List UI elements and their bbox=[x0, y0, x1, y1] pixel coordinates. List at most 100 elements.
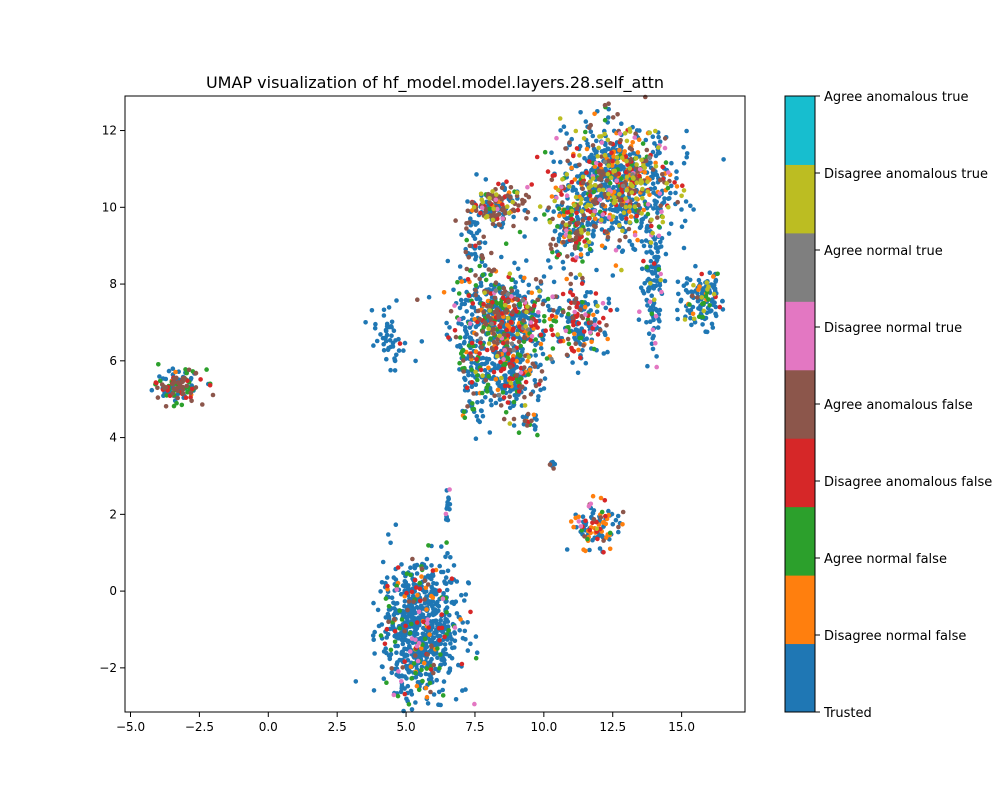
scatter-point bbox=[589, 152, 594, 158]
scatter-point bbox=[573, 275, 579, 281]
scatter-point bbox=[710, 325, 716, 330]
scatter-point bbox=[633, 156, 639, 161]
scatter-point bbox=[688, 307, 694, 313]
scatter-point bbox=[462, 598, 467, 603]
scatter-point bbox=[390, 624, 396, 630]
scatter-point bbox=[436, 608, 441, 614]
scatter-point bbox=[587, 246, 593, 252]
scatter-point bbox=[655, 210, 660, 216]
scatter-point bbox=[626, 226, 632, 232]
scatter-point bbox=[588, 290, 593, 295]
scatter-point bbox=[599, 243, 605, 249]
scatter-point bbox=[425, 617, 431, 622]
scatter-point bbox=[462, 415, 468, 421]
scatter-point bbox=[489, 321, 494, 327]
scatter-point bbox=[500, 216, 506, 221]
scatter-point bbox=[647, 130, 652, 136]
scatter-point bbox=[493, 197, 499, 203]
scatter-point bbox=[173, 369, 178, 375]
scatter-point bbox=[529, 182, 534, 187]
scatter-point bbox=[516, 203, 521, 208]
scatter-point bbox=[478, 367, 484, 373]
scatter-point bbox=[676, 291, 681, 297]
scatter-point bbox=[565, 319, 571, 325]
scatter-point bbox=[525, 358, 530, 364]
scatter-point bbox=[502, 348, 508, 353]
scatter-point bbox=[468, 354, 474, 359]
scatter-point bbox=[567, 234, 572, 239]
colorbar-segment bbox=[785, 506, 815, 576]
scatter-point bbox=[384, 626, 390, 632]
scatter-point bbox=[522, 275, 527, 281]
x-tick-label: 10.0 bbox=[530, 720, 557, 734]
scatter-point bbox=[153, 380, 159, 385]
scatter-point bbox=[598, 183, 603, 188]
scatter-point bbox=[682, 317, 688, 322]
scatter-point bbox=[568, 271, 574, 277]
scatter-point bbox=[650, 134, 656, 139]
scatter-point bbox=[549, 327, 554, 333]
scatter-point bbox=[667, 196, 672, 201]
scatter-point bbox=[644, 264, 649, 270]
scatter-point bbox=[487, 200, 492, 205]
scatter-point bbox=[403, 623, 408, 629]
scatter-point bbox=[540, 351, 546, 357]
scatter-point bbox=[631, 150, 636, 156]
scatter-point bbox=[538, 279, 544, 284]
scatter-point bbox=[457, 360, 462, 366]
scatter-point bbox=[545, 303, 551, 309]
scatter-point bbox=[523, 324, 528, 329]
scatter-point bbox=[576, 220, 581, 226]
scatter-point bbox=[473, 349, 479, 354]
scatter-point bbox=[643, 158, 649, 163]
scatter-point bbox=[386, 604, 392, 609]
scatter-point bbox=[637, 167, 643, 172]
scatter-point bbox=[482, 290, 488, 296]
scatter-point bbox=[424, 644, 430, 650]
scatter-point bbox=[502, 332, 507, 338]
scatter-point bbox=[498, 368, 504, 374]
scatter-point bbox=[571, 524, 576, 530]
scatter-point bbox=[538, 387, 543, 393]
scatter-point bbox=[522, 234, 527, 239]
scatter-point bbox=[650, 303, 656, 309]
y-tick-label: 4 bbox=[109, 431, 117, 445]
scatter-point bbox=[590, 520, 595, 526]
scatter-point bbox=[681, 160, 687, 166]
scatter-point bbox=[551, 318, 556, 324]
scatter-point bbox=[403, 633, 408, 638]
scatter-point bbox=[600, 212, 606, 217]
scatter-point bbox=[658, 203, 663, 209]
scatter-point bbox=[508, 319, 514, 325]
scatter-point bbox=[653, 313, 659, 319]
scatter-point bbox=[488, 272, 493, 278]
scatter-point bbox=[389, 666, 395, 671]
scatter-point bbox=[647, 299, 653, 305]
scatter-point bbox=[381, 348, 387, 353]
scatter-point bbox=[444, 515, 450, 520]
scatter-point bbox=[409, 707, 415, 712]
scatter-point bbox=[662, 145, 668, 151]
scatter-point bbox=[655, 325, 661, 330]
scatter-point bbox=[550, 294, 555, 300]
scatter-point bbox=[584, 146, 590, 152]
scatter-point bbox=[491, 369, 497, 375]
colorbar-segment bbox=[785, 575, 815, 645]
scatter-point bbox=[555, 224, 560, 229]
scatter-point bbox=[498, 359, 503, 365]
scatter-point bbox=[696, 314, 702, 320]
scatter-point bbox=[572, 203, 577, 208]
colorbar-segment bbox=[785, 301, 815, 371]
scatter-point bbox=[634, 196, 639, 201]
scatter-point bbox=[663, 251, 669, 257]
scatter-point bbox=[611, 168, 616, 174]
scatter-point bbox=[600, 534, 605, 540]
scatter-point bbox=[538, 332, 544, 338]
scatter-point bbox=[542, 149, 548, 155]
scatter-point bbox=[505, 340, 510, 345]
scatter-point bbox=[644, 320, 649, 325]
scatter-point bbox=[482, 368, 488, 373]
scatter-point bbox=[634, 162, 639, 167]
scatter-point bbox=[560, 177, 565, 182]
scatter-point bbox=[472, 236, 478, 241]
